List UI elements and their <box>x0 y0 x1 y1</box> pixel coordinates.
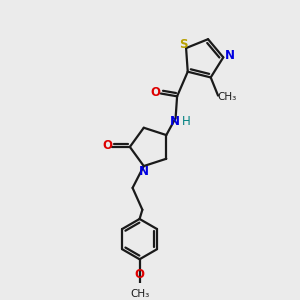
Text: CH₃: CH₃ <box>130 289 149 299</box>
Text: S: S <box>180 38 188 51</box>
Text: N: N <box>139 165 149 178</box>
Text: N: N <box>170 115 180 128</box>
Text: N: N <box>224 49 234 62</box>
Text: O: O <box>135 268 145 281</box>
Text: O: O <box>102 139 112 152</box>
Text: H: H <box>182 115 191 128</box>
Text: CH₃: CH₃ <box>218 92 237 102</box>
Text: O: O <box>151 86 161 100</box>
